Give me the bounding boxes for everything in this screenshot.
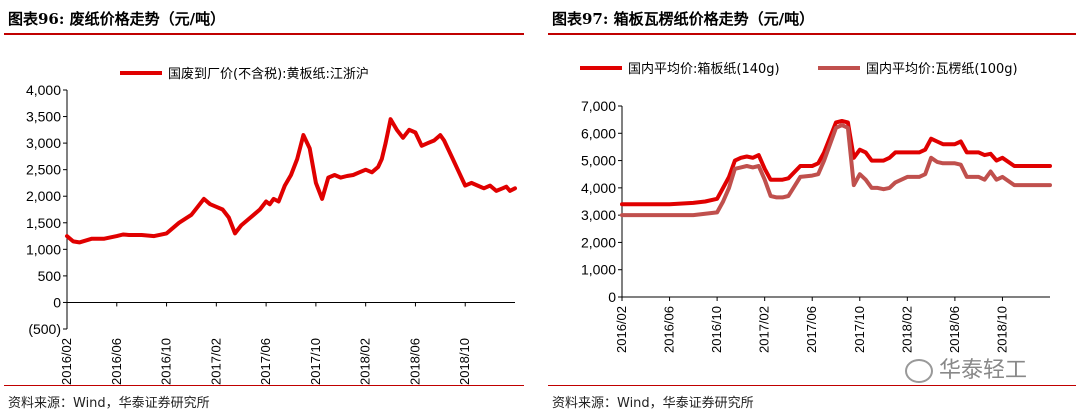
left-y-tick-label: 3,000 [26,135,61,151]
right-title-rule [548,33,1076,35]
left-y-tick-label: 2,000 [26,188,61,204]
right-source-note: 资料来源：Wind，华泰证券研究所 [552,396,754,411]
watermark: 华泰轻工 [905,352,1027,384]
left-x-tick-label: 2018/02 [358,338,373,385]
right-y-tick-label: 1,000 [581,262,616,278]
right-x-tick-label: 2017/10 [852,306,867,353]
right-y-tick-label: 5,000 [581,153,616,169]
right-footer-rule [548,385,1076,386]
right-x-tick-label: 2018/06 [947,306,962,353]
left-series-line-1 [65,117,517,245]
right-y-tick-label: 0 [608,289,616,305]
left-y-tick-label: 2,500 [26,162,61,178]
left-y-tick-label: (500) [28,321,61,337]
right-legend-label-2: 国内平均价:瓦楞纸(100g) [866,61,1018,77]
right-series-line-1 [620,119,1052,207]
left-x-tick-label: 2017/02 [208,338,223,385]
right-y-tick-label: 4,000 [581,180,616,196]
right-x-tick-label: 2016/10 [709,306,724,353]
right-x-tick-label: 2018/02 [899,306,914,353]
watermark-text: 华泰轻工 [939,358,1028,383]
left-y-tick-label: 1,500 [26,215,61,231]
right-y-tick-label: 7,000 [581,98,616,114]
right-x-tick-label: 2016/06 [662,306,677,353]
left-x-tick-label: 2018/10 [457,338,472,385]
left-x-tick-label: 2016/02 [59,338,74,385]
left-x-tick-label: 2016/10 [159,338,174,385]
wechat-icon [905,359,933,383]
right-series-line-2 [620,123,1052,218]
left-chart-title: 图表96: 废纸价格走势（元/吨） [8,10,226,28]
right-x-tick-label: 2016/02 [614,306,629,353]
left-y-tick-label: 500 [38,268,62,284]
left-footer-rule [4,385,524,386]
left-source-note: 资料来源：Wind，华泰证券研究所 [8,396,210,411]
left-x-tick-label: 2018/06 [407,338,422,385]
right-x-tick-label: 2018/10 [994,306,1009,353]
right-x-tick-label: 2017/06 [804,306,819,353]
right-y-tick-label: 2,000 [581,234,616,250]
left-x-tick-label: 2017/10 [308,338,323,385]
left-title-rule [4,33,524,35]
right-chart-title: 图表97: 箱板瓦楞纸价格走势（元/吨） [552,10,815,28]
right-y-tick-label: 6,000 [581,125,616,141]
left-x-tick-label: 2017/06 [258,338,273,385]
right-x-tick-label: 2017/02 [757,306,772,353]
left-y-tick-label: 1,000 [26,241,61,257]
left-legend-label-1: 国废到厂价(不含税):黄板纸:江浙沪 [168,66,369,82]
right-y-tick-label: 3,000 [581,207,616,223]
left-y-tick-label: 3,500 [26,109,61,125]
right-legend-label-1: 国内平均价:箱板纸(140g) [628,61,780,77]
left-y-tick-label: 0 [53,294,61,310]
left-y-tick-label: 4,000 [26,82,61,98]
left-x-tick-label: 2016/06 [109,338,124,385]
